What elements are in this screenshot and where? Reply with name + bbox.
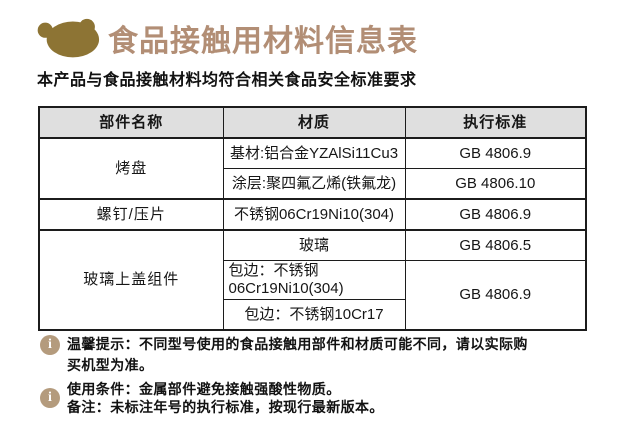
page-header: 食品接触用材料信息表 [37,14,418,62]
table-row: 螺钉/压片 不锈钢06Cr19Ni10(304) GB 4806.9 [38,198,587,231]
material-cell: 玻璃 [222,229,406,261]
material-cell: 包边：不锈钢06Cr19Ni10(304) [222,260,406,300]
note-text: 温馨提示：不同型号使用的食品接触用部件和材质可能不同，请以实际购买机型为准。 [67,336,528,373]
note-text: 使用条件：金属部件避免接触强酸性物质。 [67,381,341,397]
note-warm-tip: i 温馨提示：不同型号使用的食品接触用部件和材质可能不同，请以实际购买机型为准。 [40,334,541,376]
part-name-cell: 烤盘 [38,137,224,200]
bear-logo-icon [37,17,101,59]
note-text: 备注：未标注年号的执行标准，按现行最新版本。 [67,399,384,415]
standard-cell: GB 4806.9 [404,198,587,231]
material-cell: 不锈钢06Cr19Ni10(304) [222,198,406,231]
standard-cell: GB 4806.9 [404,137,587,169]
standard-cell: GB 4806.9 [404,260,587,331]
part-name-cell: 玻璃上盖组件 [38,229,224,331]
compliance-statement: 本产品与食品接触材料均符合相关食品安全标准要求 [37,72,417,89]
note-usage-conditions: i 使用条件：金属部件避免接触强酸性物质。 备注：未标注年号的执行标准，按现行最… [40,380,384,416]
col-header-standard: 执行标准 [404,106,587,139]
standard-cell: GB 4806.5 [404,229,587,261]
table-row: 烤盘 基材:铝合金YZAlSi11Cu3 GB 4806.9 [38,137,587,200]
col-header-part-name: 部件名称 [38,106,224,139]
col-header-material: 材质 [222,106,406,139]
info-icon: i [40,335,60,355]
materials-table: 部件名称 材质 执行标准 烤盘 基材:铝合金YZAlSi11Cu3 GB 480… [38,106,587,331]
material-cell: 基材:铝合金YZAlSi11Cu3 [222,137,406,169]
table-row: 玻璃上盖组件 玻璃 GB 4806.5 [38,229,587,331]
material-cell: 包边：不锈钢10Cr17 [222,299,406,331]
material-cell: 涂层:聚四氟乙烯(铁氟龙) [222,168,406,200]
standard-cell: GB 4806.10 [404,168,587,200]
table-row: 包边：不锈钢06Cr19Ni10(304) GB 4806.9 [39,260,587,331]
note-text-group: 使用条件：金属部件避免接触强酸性物质。 备注：未标注年号的执行标准，按现行最新版… [67,380,384,416]
info-icon: i [40,388,60,408]
page-title: 食品接触用材料信息表 [108,25,418,58]
table-header-row: 部件名称 材质 执行标准 [38,106,587,139]
table-row: 包边：不锈钢10Cr17 [39,299,586,331]
part-name-cell: 螺钉/压片 [38,198,224,231]
